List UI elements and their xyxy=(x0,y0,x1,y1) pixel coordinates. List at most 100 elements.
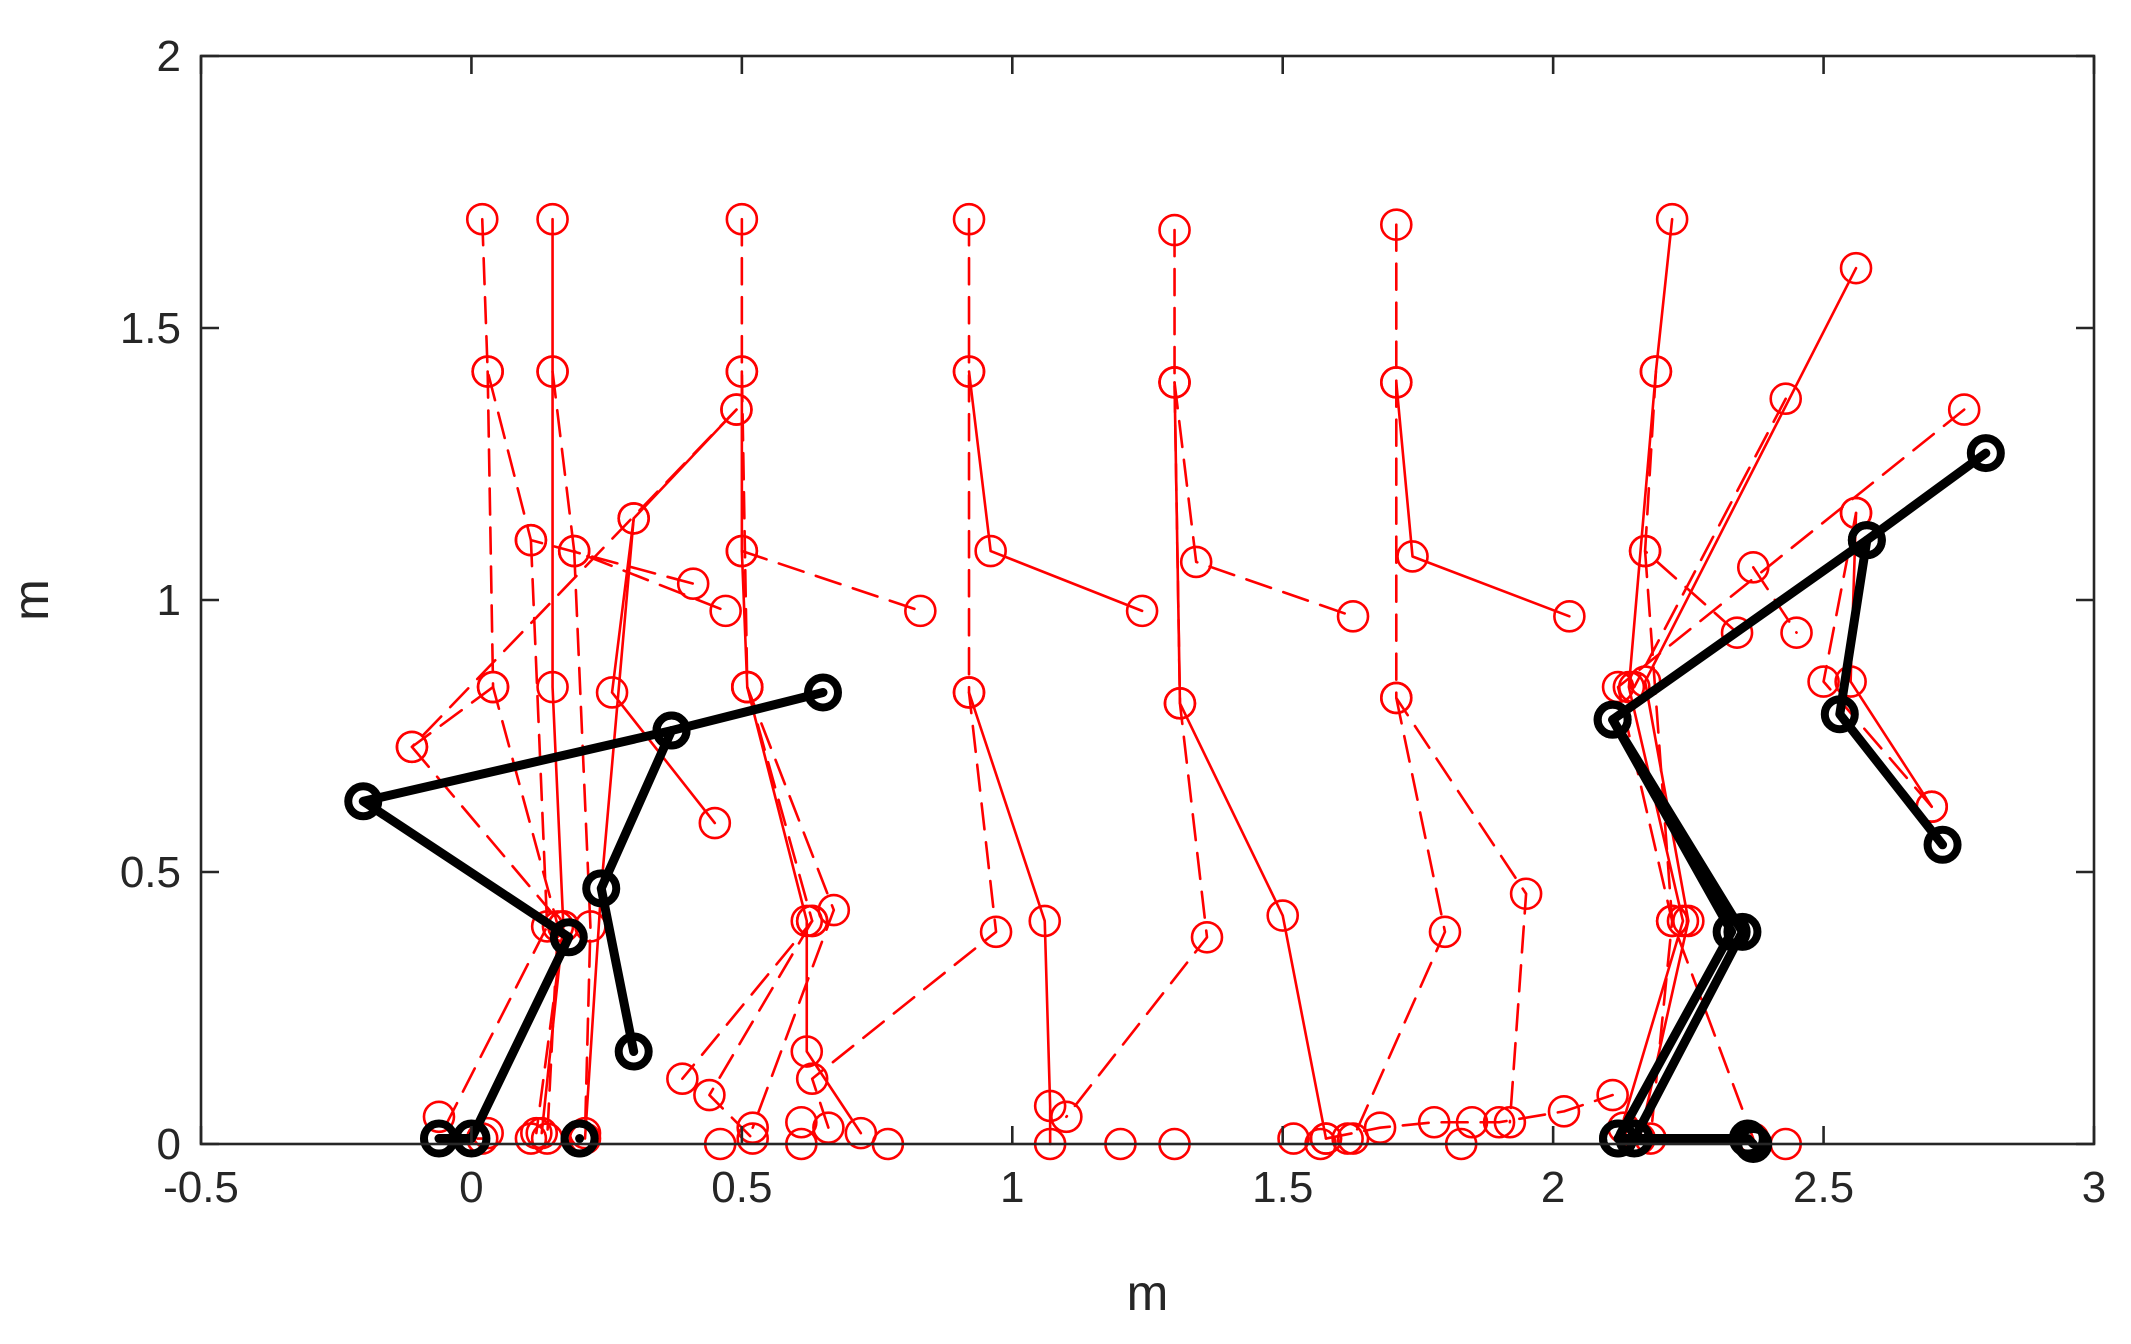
series-22-line xyxy=(1394,381,1571,618)
series-35 xyxy=(344,673,842,1158)
series-12-point-4 xyxy=(790,1035,824,1068)
series-34 xyxy=(422,1100,1803,1161)
series-17-point-2 xyxy=(1033,1089,1067,1123)
series-32-line xyxy=(1849,511,1934,809)
series-15-point-3 xyxy=(979,915,1013,949)
series-22-point-1 xyxy=(1396,540,1429,573)
series-22 xyxy=(1379,366,1586,633)
series-36-point-0 xyxy=(652,711,691,750)
series-37 xyxy=(560,1119,599,1158)
series-35-point-5 xyxy=(419,1119,458,1158)
y-axis-label: m xyxy=(3,579,59,621)
series-0-line xyxy=(480,217,695,585)
series-33-point-1 xyxy=(1780,616,1813,649)
series-28-point-0 xyxy=(1839,251,1873,285)
series-10-point-0 xyxy=(725,202,759,236)
series-0-point-3 xyxy=(676,567,710,600)
series-23 xyxy=(1336,681,1462,1155)
series-14 xyxy=(693,904,829,1155)
series-7 xyxy=(557,534,607,1150)
series-23-point-0 xyxy=(1379,681,1413,715)
series-12-point-2 xyxy=(730,670,764,704)
series-29-line xyxy=(1616,408,1966,1140)
series-36 xyxy=(582,711,691,1071)
series-23-line xyxy=(1351,696,1447,1140)
series-7-line xyxy=(572,549,592,1135)
series-31-point-1 xyxy=(1807,665,1840,698)
series-24-point-2 xyxy=(1417,1105,1451,1139)
series-18-line xyxy=(1065,228,1209,1119)
series-24-point-4 xyxy=(1547,1095,1581,1128)
x-tick-label-1: 0 xyxy=(459,1163,483,1212)
series-17-point-1 xyxy=(1028,904,1062,938)
x-tick-label-3: 1 xyxy=(1000,1163,1024,1212)
series-19 xyxy=(1158,366,1370,633)
series-13-line xyxy=(740,549,922,613)
axes-layer: -0.5 0 0.5 1 1.5 2 2.5 300.511.52 xyxy=(120,32,2106,1212)
series-40-line xyxy=(1835,535,1948,850)
series-33 xyxy=(1736,551,1813,649)
series-39-line xyxy=(1608,715,1747,1144)
series-40-point-2 xyxy=(1923,825,1962,864)
series-20-point-0 xyxy=(1158,366,1191,399)
x-tick-label-0: -0.5 xyxy=(163,1163,239,1212)
series-20-point-2 xyxy=(1266,899,1300,932)
series-3-point-0 xyxy=(476,670,510,704)
series-16-point-0 xyxy=(952,355,986,388)
x-tick-label-7: 3 xyxy=(2082,1163,2106,1212)
series-34-point-13 xyxy=(1455,1105,1489,1139)
series-37-point-1 xyxy=(560,1119,599,1158)
series-27-point-0 xyxy=(1628,534,1662,568)
series-24-point-1 xyxy=(1363,1111,1397,1144)
series-19-point-2 xyxy=(1336,600,1370,633)
x-tick-label-6: 2.5 xyxy=(1793,1163,1854,1212)
series-10-point-4 xyxy=(736,1111,769,1144)
series-6-point-0 xyxy=(536,355,569,388)
series-34-point-2 xyxy=(514,1122,548,1155)
x-tick-label-4: 1.5 xyxy=(1252,1163,1313,1212)
y-tick-label-1: 0.5 xyxy=(120,848,181,897)
series-21 xyxy=(1379,208,1543,1139)
series-39-point-1 xyxy=(1723,912,1762,951)
series-21-line xyxy=(1394,223,1528,1124)
series-13-point-1 xyxy=(904,594,937,628)
series-35-point-3 xyxy=(549,918,588,957)
series-2-point-0 xyxy=(471,355,504,388)
series-23-point-1 xyxy=(1428,915,1462,949)
series-layer xyxy=(344,202,2005,1163)
series-34-point-11 xyxy=(1331,1122,1364,1155)
series-28-line xyxy=(1638,266,1858,1140)
series-40-point-1 xyxy=(1820,695,1859,734)
series-24-point-0 xyxy=(1309,1122,1343,1155)
series-40 xyxy=(1820,521,1962,864)
series-0-point-0 xyxy=(465,202,499,236)
x-axis-label: m xyxy=(1127,1265,1169,1321)
series-16 xyxy=(952,355,1159,628)
series-22-point-0 xyxy=(1379,366,1413,399)
series-6-point-2 xyxy=(709,594,742,628)
series-12-line xyxy=(740,370,863,1135)
series-14-line xyxy=(708,919,814,1140)
series-15-line xyxy=(810,217,998,1129)
series-16-line xyxy=(967,370,1144,613)
y-tick-label-0: 0 xyxy=(157,1120,181,1169)
series-17-point-0 xyxy=(952,676,986,709)
series-38-point-0 xyxy=(1966,434,2005,473)
series-18 xyxy=(1050,213,1224,1134)
series-30-point-0 xyxy=(1769,382,1803,416)
series-13 xyxy=(725,534,937,628)
series-19-point-1 xyxy=(1179,545,1213,579)
series-18-point-0 xyxy=(1158,213,1191,247)
y-tick-label-3: 1.5 xyxy=(120,304,181,353)
series-34-point-9 xyxy=(1277,1122,1310,1155)
series-35-point-2 xyxy=(344,782,383,821)
series-20-line xyxy=(1173,381,1328,1140)
series-14-point-1 xyxy=(693,1078,726,1112)
series-15 xyxy=(795,202,1013,1144)
series-7-point-0 xyxy=(557,534,591,568)
series-20-point-1 xyxy=(1163,687,1197,720)
series-18-point-3 xyxy=(1190,920,1224,954)
series-8-point-0 xyxy=(720,393,753,426)
series-0 xyxy=(465,202,710,600)
